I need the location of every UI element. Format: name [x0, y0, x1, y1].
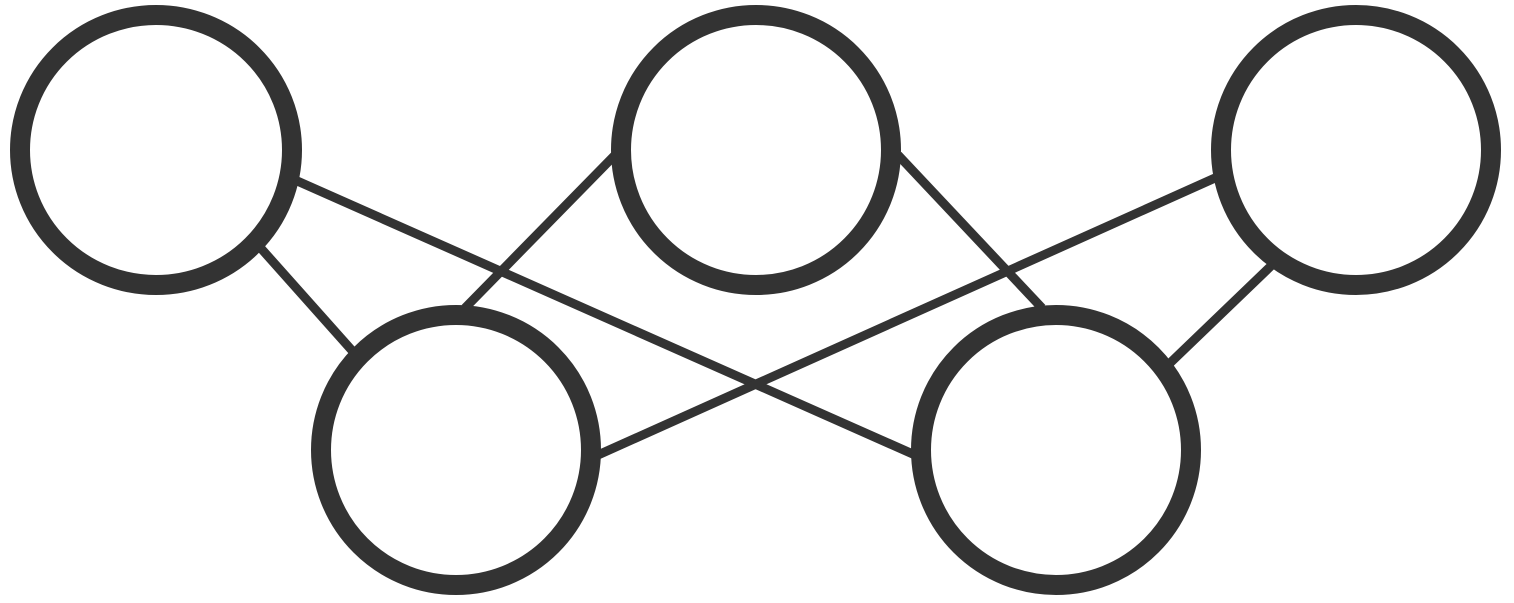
- edges: [254, 151, 1276, 460]
- node-circle-top-center: [611, 5, 901, 295]
- edge-top-left-to-bottom-left: [254, 242, 360, 358]
- node-bottom-left: [311, 305, 601, 595]
- edge-top-right-to-bottom-left: [596, 173, 1217, 460]
- node-circle-bottom-left: [311, 305, 601, 595]
- edge-top-left-to-bottom-right: [293, 175, 917, 460]
- node-circle-top-right: [1211, 5, 1501, 295]
- node-top-right: [1211, 5, 1501, 295]
- node-circle-bottom-right: [911, 305, 1201, 595]
- edge-top-right-to-bottom-right: [1164, 261, 1276, 369]
- node-top-left: [10, 5, 302, 295]
- edge-top-center-to-bottom-right: [894, 151, 1046, 312]
- edge-top-center-to-bottom-left: [461, 151, 619, 312]
- node-bottom-right: [911, 305, 1201, 595]
- nodes: [10, 5, 1501, 595]
- node-circle-top-left: [10, 5, 302, 295]
- node-top-center: [611, 5, 901, 295]
